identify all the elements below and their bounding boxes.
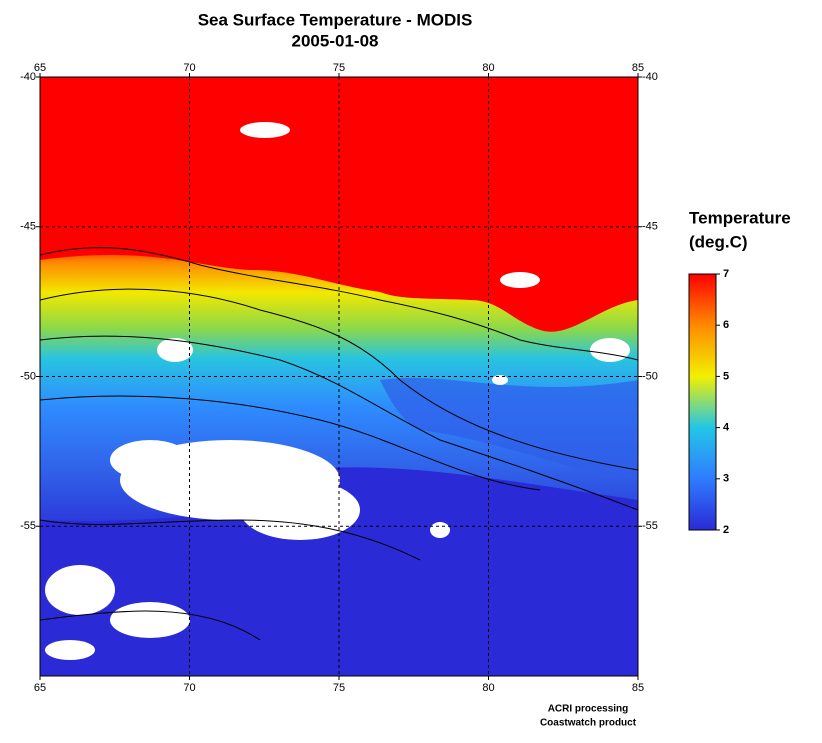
colorbar-tick-label: 5 (723, 370, 729, 382)
y-tick-label: -55 (642, 520, 658, 532)
credit: Coastwatch product (540, 718, 637, 729)
colorbar-tick-label: 3 (723, 473, 729, 485)
subtitle: 2005-01-08 (292, 31, 379, 50)
y-tick-label: -40 (642, 71, 658, 83)
y-tick-label: -50 (642, 370, 658, 382)
x-tick-label: 80 (482, 62, 494, 74)
colorbar-title: (deg.C) (689, 232, 748, 251)
x-tick-label: 65 (34, 62, 46, 74)
colorbar-tick-label: 6 (723, 319, 729, 331)
x-tick-label: 70 (183, 62, 195, 74)
colorbar-title: Temperature (689, 208, 791, 227)
x-tick-label: 65 (34, 682, 46, 694)
colorbar (688, 273, 717, 531)
x-tick-label: 80 (482, 682, 494, 694)
y-tick-label: -55 (20, 520, 36, 532)
x-tick-label: 85 (632, 62, 644, 74)
credit: ACRI processing (548, 704, 629, 715)
colorbar-tick-label: 2 (723, 524, 729, 536)
x-tick-label: 75 (333, 62, 345, 74)
x-tick-label: 70 (183, 682, 195, 694)
y-tick-label: -45 (20, 221, 36, 233)
title: Sea Surface Temperature - MODIS (198, 10, 473, 29)
y-tick-label: -40 (20, 71, 36, 83)
sst-image (40, 77, 638, 676)
y-tick-label: -50 (20, 370, 36, 382)
y-tick-label: -45 (642, 221, 658, 233)
x-tick-label: 75 (333, 682, 345, 694)
colorbar-tick-label: 7 (723, 268, 729, 280)
colorbar-tick-label: 4 (723, 422, 730, 434)
x-tick-label: 85 (632, 682, 644, 694)
